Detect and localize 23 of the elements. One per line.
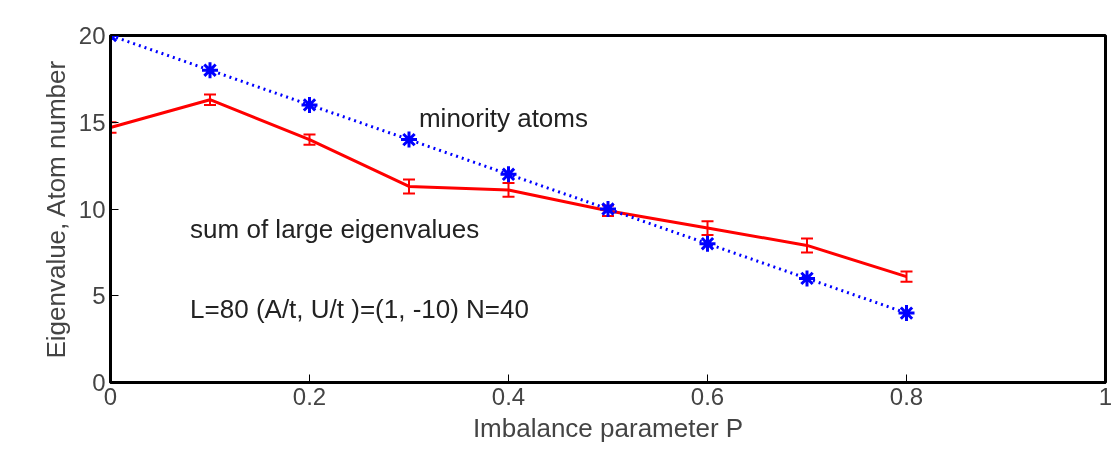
annotation: L=80 (A/t, U/t )=(1, -10) N=40	[190, 293, 529, 324]
x-tick-label: 0.2	[292, 382, 327, 410]
series-label: sum of large eigenvalues	[190, 213, 480, 244]
y-tick-label: 10	[78, 195, 106, 223]
x-tick-label: 0.6	[690, 382, 725, 410]
point	[200, 60, 220, 80]
y-tick-label: 15	[78, 108, 106, 136]
line-series	[110, 98, 908, 279]
y-tick-label: 20	[78, 22, 106, 49]
point	[598, 199, 618, 219]
x-tick-label: 1	[1098, 382, 1113, 410]
x-axis-title: Imbalance parameter P	[472, 412, 744, 443]
point	[797, 268, 817, 288]
y-tick-label: 5	[92, 282, 106, 310]
point	[698, 234, 717, 254]
y-axis-title: Eigenvalue, Atom number	[40, 60, 71, 359]
point	[399, 130, 419, 150]
series-label: minority atoms	[418, 102, 588, 133]
x-tick-label: 0.8	[889, 382, 924, 410]
point	[499, 164, 518, 184]
point	[300, 95, 319, 115]
x-tick-label: 0.4	[491, 382, 526, 410]
point	[897, 303, 916, 323]
